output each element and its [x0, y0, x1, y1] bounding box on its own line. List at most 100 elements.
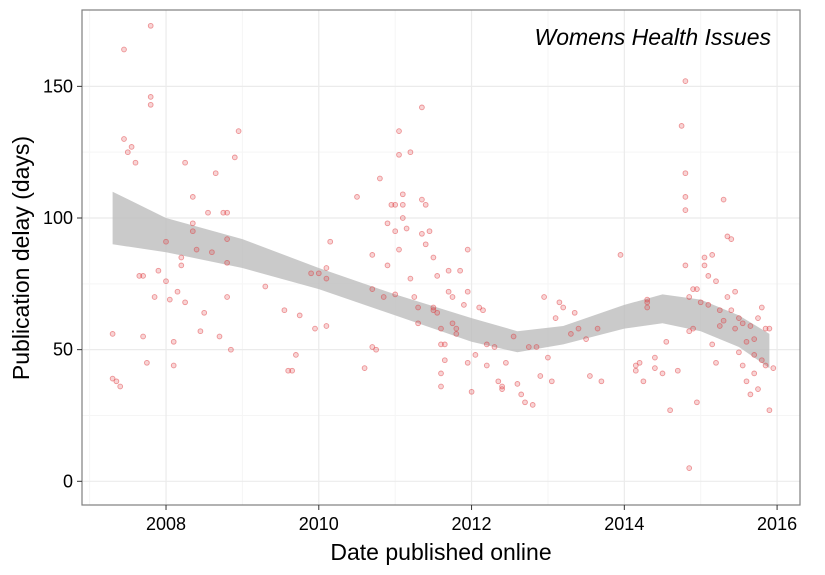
data-point — [384, 220, 391, 227]
data-point — [701, 262, 708, 269]
data-point — [732, 325, 738, 332]
data-point — [170, 362, 177, 369]
data-point — [430, 307, 437, 314]
data-point — [396, 151, 402, 158]
data-point — [128, 144, 135, 150]
data-point — [289, 367, 295, 374]
data-point — [644, 299, 651, 306]
data-point — [235, 128, 242, 134]
data-point — [709, 341, 716, 348]
data-point — [197, 328, 204, 335]
data-point — [720, 196, 727, 203]
data-point — [640, 378, 647, 385]
data-point — [548, 378, 555, 385]
data-point — [399, 191, 406, 198]
data-point — [132, 159, 139, 166]
x-tick-label: 2012 — [452, 514, 492, 534]
data-point — [652, 354, 658, 361]
data-point — [430, 254, 437, 261]
data-point — [220, 209, 227, 216]
data-point — [113, 378, 120, 385]
data-points — [109, 22, 777, 471]
data-point — [426, 228, 433, 235]
plot-panel-background — [82, 10, 800, 505]
chart-title: Womens Health Issues — [535, 24, 772, 50]
data-point — [377, 175, 383, 182]
data-point — [480, 307, 486, 314]
data-point — [751, 336, 758, 342]
data-point — [224, 259, 230, 266]
data-point — [147, 101, 154, 108]
data-point — [117, 383, 124, 390]
data-point — [560, 304, 567, 311]
data-point — [483, 341, 490, 348]
data-point — [495, 378, 502, 385]
data-point — [438, 341, 444, 348]
data-point — [231, 154, 238, 161]
data-point — [644, 304, 651, 311]
data-point — [686, 294, 693, 300]
data-point — [736, 349, 742, 356]
data-point — [755, 315, 761, 321]
data-point — [224, 209, 230, 216]
data-point — [434, 273, 441, 279]
data-point — [281, 307, 288, 314]
data-point — [419, 230, 425, 237]
data-point — [384, 262, 391, 269]
data-point — [392, 228, 399, 235]
data-point — [399, 215, 406, 221]
data-point — [694, 286, 700, 292]
data-point — [522, 399, 528, 406]
data-point — [109, 375, 116, 382]
data-point — [296, 312, 303, 319]
data-point — [461, 302, 467, 308]
data-point — [575, 325, 582, 332]
data-point — [755, 386, 761, 392]
data-point — [728, 236, 735, 242]
data-point — [193, 246, 200, 253]
data-point — [212, 170, 219, 177]
data-point — [312, 325, 318, 332]
data-point — [545, 354, 551, 361]
data-point — [732, 288, 738, 295]
data-point — [209, 249, 215, 256]
data-point — [617, 252, 624, 258]
data-point — [403, 225, 410, 232]
data-point — [388, 201, 395, 208]
data-point — [178, 262, 185, 269]
data-point — [354, 194, 360, 200]
data-point — [453, 325, 460, 332]
data-point — [690, 325, 696, 332]
data-point — [682, 207, 689, 213]
data-point — [262, 283, 269, 290]
data-point — [736, 315, 742, 321]
axes: 2008 2010 2012 2014 2016 0 50 100 150 — [43, 76, 797, 534]
data-point — [224, 294, 230, 300]
data-point — [739, 320, 746, 327]
data-point — [529, 402, 536, 408]
data-point — [369, 286, 376, 292]
data-point — [491, 344, 498, 350]
data-point — [151, 294, 158, 300]
data-point — [571, 309, 578, 316]
data-point — [762, 325, 769, 332]
data-point — [728, 307, 735, 314]
data-point — [762, 362, 769, 369]
data-point — [705, 302, 712, 308]
data-point — [697, 299, 704, 306]
y-tick-label: 150 — [43, 76, 73, 96]
data-point — [293, 352, 299, 358]
data-point — [315, 270, 322, 277]
data-point — [556, 299, 563, 306]
data-point — [189, 228, 196, 235]
data-point — [415, 320, 421, 327]
data-point — [434, 309, 441, 316]
data-point — [438, 370, 444, 377]
data-point — [323, 275, 330, 282]
data-point — [483, 362, 490, 369]
data-point — [552, 315, 559, 321]
data-point — [140, 273, 146, 279]
data-point — [136, 273, 143, 279]
data-point — [327, 238, 334, 245]
data-point — [392, 201, 399, 208]
